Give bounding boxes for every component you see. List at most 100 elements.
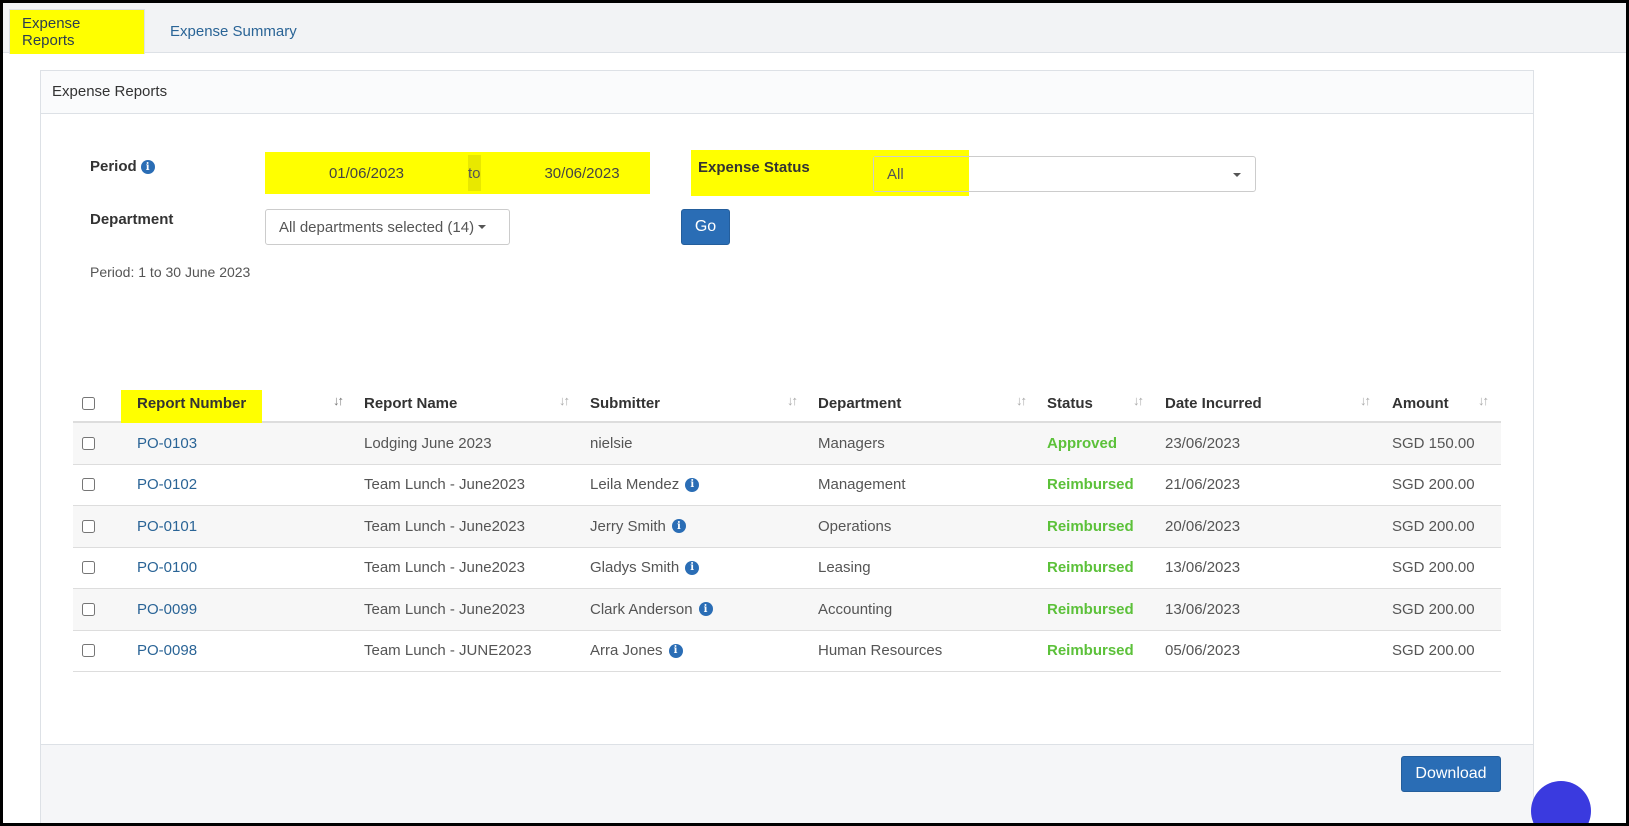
submitter-cell: Leila Mendez i <box>590 465 700 506</box>
date-from-input[interactable] <box>265 155 468 191</box>
amount: SGD 200.00 <box>1392 476 1475 494</box>
select-all-checkbox[interactable] <box>82 397 95 410</box>
status-select-value: All <box>887 166 904 183</box>
status-badge: Reimbursed <box>1047 559 1134 577</box>
table-row: PO-0100 Team Lunch - June2023 Gladys Smi… <box>73 548 1501 589</box>
amount: SGD 200.00 <box>1392 642 1475 660</box>
date-incurred: 05/06/2023 <box>1165 642 1241 660</box>
info-icon[interactable]: i <box>668 643 683 658</box>
status-badge: Reimbursed <box>1047 642 1134 660</box>
tab-bar: Expense Reports Expense Summary <box>3 3 1626 54</box>
info-icon[interactable]: i <box>671 519 686 534</box>
amount: SGD 200.00 <box>1392 517 1475 535</box>
submitter: Jerry Smith <box>590 517 666 535</box>
header-amount[interactable]: Amount <box>1392 395 1449 412</box>
date-range-separator: to <box>468 155 481 191</box>
status-badge: Reimbursed <box>1047 517 1134 535</box>
sort-icon[interactable]: ↓↑ <box>787 393 798 408</box>
date-incurred: 21/06/2023 <box>1165 476 1241 494</box>
sort-icon[interactable]: ↓↑ <box>1360 393 1371 408</box>
chevron-down-icon <box>1233 173 1241 177</box>
header-department[interactable]: Department <box>818 395 902 412</box>
report-number-link[interactable]: PO-0099 <box>137 600 198 618</box>
report-name: Team Lunch - June2023 <box>364 559 525 577</box>
row-checkbox[interactable] <box>82 644 95 658</box>
report-name: Team Lunch - June2023 <box>364 476 525 494</box>
row-checkbox[interactable] <box>82 561 95 575</box>
chat-widget-icon[interactable] <box>1531 781 1591 823</box>
date-incurred: 23/06/2023 <box>1165 434 1241 452</box>
report-number-link[interactable]: PO-0101 <box>137 517 198 535</box>
sort-desc-icon[interactable]: ↓↑ <box>333 393 344 408</box>
department: Management <box>818 476 906 494</box>
download-button[interactable]: Download <box>1401 756 1501 792</box>
status-badge: Reimbursed <box>1047 600 1134 618</box>
header-report-number[interactable]: Report Number <box>137 395 247 412</box>
table-row: PO-0102 Team Lunch - June2023 Leila Mend… <box>73 465 1501 506</box>
panel-title: Expense Reports <box>41 71 1533 114</box>
submitter: nielsie <box>590 434 633 452</box>
row-checkbox[interactable] <box>82 478 95 492</box>
row-select-cell <box>82 465 95 506</box>
submitter: Gladys Smith <box>590 559 680 577</box>
sort-icon[interactable]: ↓↑ <box>1133 393 1144 408</box>
status-badge: Reimbursed <box>1047 476 1134 494</box>
period-date-range: to <box>265 152 684 194</box>
panel-footer <box>41 744 1533 823</box>
period-label-text: Period <box>90 158 137 175</box>
date-incurred: 13/06/2023 <box>1165 559 1241 577</box>
submitter-cell: Jerry Smith i <box>590 506 686 547</box>
department: Accounting <box>818 600 893 618</box>
date-incurred: 13/06/2023 <box>1165 600 1241 618</box>
header-date-incurred[interactable]: Date Incurred <box>1165 395 1262 412</box>
info-icon[interactable]: i <box>685 560 700 575</box>
row-checkbox[interactable] <box>82 519 95 533</box>
info-icon[interactable]: i <box>685 477 700 492</box>
row-select-cell <box>82 506 95 547</box>
report-name: Team Lunch - June2023 <box>364 600 525 618</box>
submitter-cell: Gladys Smith i <box>590 548 700 589</box>
header-submitter[interactable]: Submitter <box>590 395 661 412</box>
report-number-link[interactable]: PO-0102 <box>137 476 198 494</box>
sort-icon[interactable]: ↓↑ <box>1478 393 1489 408</box>
row-select-cell <box>82 631 95 672</box>
status-select-highlight <box>874 157 969 191</box>
report-name: Team Lunch - JUNE2023 <box>364 642 532 660</box>
info-icon[interactable]: i <box>698 602 713 617</box>
sort-icon[interactable]: ↓↑ <box>1016 393 1027 408</box>
department: Human Resources <box>818 642 943 660</box>
department: Leasing <box>818 559 871 577</box>
submitter: Leila Mendez <box>590 476 680 494</box>
row-checkbox[interactable] <box>82 436 95 450</box>
table-row: PO-0103 Lodging June 2023 nielsie Manage… <box>73 423 1501 465</box>
table-row: PO-0099 Team Lunch - June2023 Clark Ande… <box>73 589 1501 631</box>
tab-expense-summary[interactable]: Expense Summary <box>170 23 297 40</box>
amount: SGD 200.00 <box>1392 559 1475 577</box>
date-to-input[interactable] <box>480 155 684 191</box>
period-summary-text: Period: 1 to 30 June 2023 <box>90 264 251 280</box>
chevron-down-icon <box>478 225 487 229</box>
amount: SGD 150.00 <box>1392 434 1475 452</box>
header-status[interactable]: Status <box>1047 395 1093 412</box>
report-number-link[interactable]: PO-0100 <box>137 559 198 577</box>
department-label: Department <box>90 211 174 228</box>
submitter: Clark Anderson <box>590 600 693 618</box>
header-report-name[interactable]: Report Name <box>364 395 458 412</box>
submitter: Arra Jones <box>590 642 663 660</box>
department-dropdown[interactable]: All departments selected (14) <box>265 209 510 245</box>
report-number-link[interactable]: PO-0103 <box>137 434 198 452</box>
go-button[interactable]: Go <box>681 209 730 245</box>
period-label: Period i <box>90 158 155 175</box>
tab-expense-reports[interactable]: Expense Reports <box>9 9 145 54</box>
sort-icon[interactable]: ↓↑ <box>559 393 570 408</box>
expense-reports-table: Report Number ↓↑ Report Name ↓↑ Submitte… <box>73 386 1501 672</box>
report-number-link[interactable]: PO-0098 <box>137 642 198 660</box>
table-row: PO-0098 Team Lunch - JUNE2023 Arra Jones… <box>73 631 1501 672</box>
info-icon[interactable]: i <box>140 160 155 175</box>
submitter-cell: Clark Anderson i <box>590 589 713 630</box>
expense-status-select[interactable]: All <box>873 156 1256 192</box>
row-select-cell <box>82 589 95 630</box>
row-checkbox[interactable] <box>82 602 95 616</box>
report-name: Lodging June 2023 <box>364 434 492 452</box>
